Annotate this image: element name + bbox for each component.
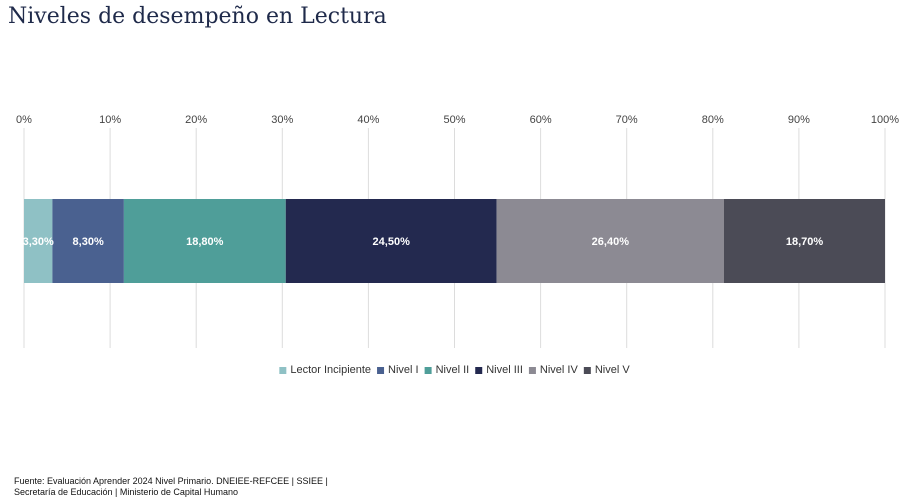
data-labels: 3,30% 8,30% 18,80% 24,50% 26,40% 18,70%	[23, 236, 824, 248]
legend-item: Nivel V	[583, 364, 631, 376]
x-axis-ticks: 0% 10% 20% 30% 40% 50% 60% 70% 80% 90% 100%	[16, 114, 899, 126]
legend-item: Nivel IV	[528, 364, 579, 376]
x-tick-label: 100%	[871, 114, 899, 126]
source-note: Fuente: Evaluación Aprender 2024 Nivel P…	[14, 476, 328, 498]
source-line-2: Secretaría de Educación | Ministerio de …	[14, 487, 238, 497]
bar-segment	[723, 199, 885, 283]
legend-item: Nivel I	[377, 364, 419, 376]
x-tick-label: 40%	[357, 114, 379, 126]
legend-swatch	[424, 367, 432, 374]
legend-item: Nivel III	[475, 364, 523, 376]
x-tick-label: 10%	[99, 114, 121, 126]
legend-item: Lector Incipiente	[279, 364, 371, 376]
bar-value-label: 18,70%	[786, 236, 824, 248]
x-tick-label: 50%	[443, 114, 465, 126]
x-tick-label: 60%	[530, 114, 552, 126]
legend: Lector Incipiente Nivel I Nivel II Nivel II…	[279, 364, 630, 376]
bar-segment	[496, 199, 724, 283]
bar-value-label: 8,30%	[73, 236, 104, 248]
bar-segment	[285, 199, 497, 283]
page-title: Niveles de desempeño en Lectura	[8, 4, 387, 29]
legend-label: Nivel I	[388, 364, 419, 376]
legend-swatch	[528, 367, 536, 374]
legend-swatch	[583, 367, 591, 374]
x-tick-label: 20%	[185, 114, 207, 126]
legend-swatch	[475, 367, 483, 374]
x-tick-label: 0%	[16, 114, 32, 126]
legend-label: Nivel III	[486, 364, 523, 376]
x-tick-label: 80%	[702, 114, 724, 126]
x-tick-label: 30%	[271, 114, 293, 126]
bar-segment	[24, 199, 53, 283]
legend-swatch	[377, 367, 385, 374]
bar-segment	[52, 199, 124, 283]
legend-label: Nivel II	[436, 364, 470, 376]
stacked-bar-chart: 0% 10% 20% 30% 40% 50% 60% 70% 80% 90% 100% 3,30% 8…	[16, 114, 899, 376]
legend-label: Lector Incipiente	[290, 364, 371, 376]
legend-label: Nivel IV	[540, 364, 579, 376]
bar-value-label: 26,40%	[592, 236, 630, 248]
bar-value-label: 24,50%	[373, 236, 411, 248]
legend-label: Nivel V	[595, 364, 631, 376]
x-tick-label: 90%	[788, 114, 810, 126]
source-line-1: Fuente: Evaluación Aprender 2024 Nivel P…	[14, 476, 328, 486]
legend-item: Nivel II	[424, 364, 470, 376]
legend-swatch	[279, 367, 287, 374]
bar-value-label: 18,80%	[186, 236, 224, 248]
x-tick-label: 70%	[616, 114, 638, 126]
bar-segments	[24, 199, 885, 283]
bar-value-label: 3,30%	[23, 236, 54, 248]
bar-segment	[123, 199, 286, 283]
